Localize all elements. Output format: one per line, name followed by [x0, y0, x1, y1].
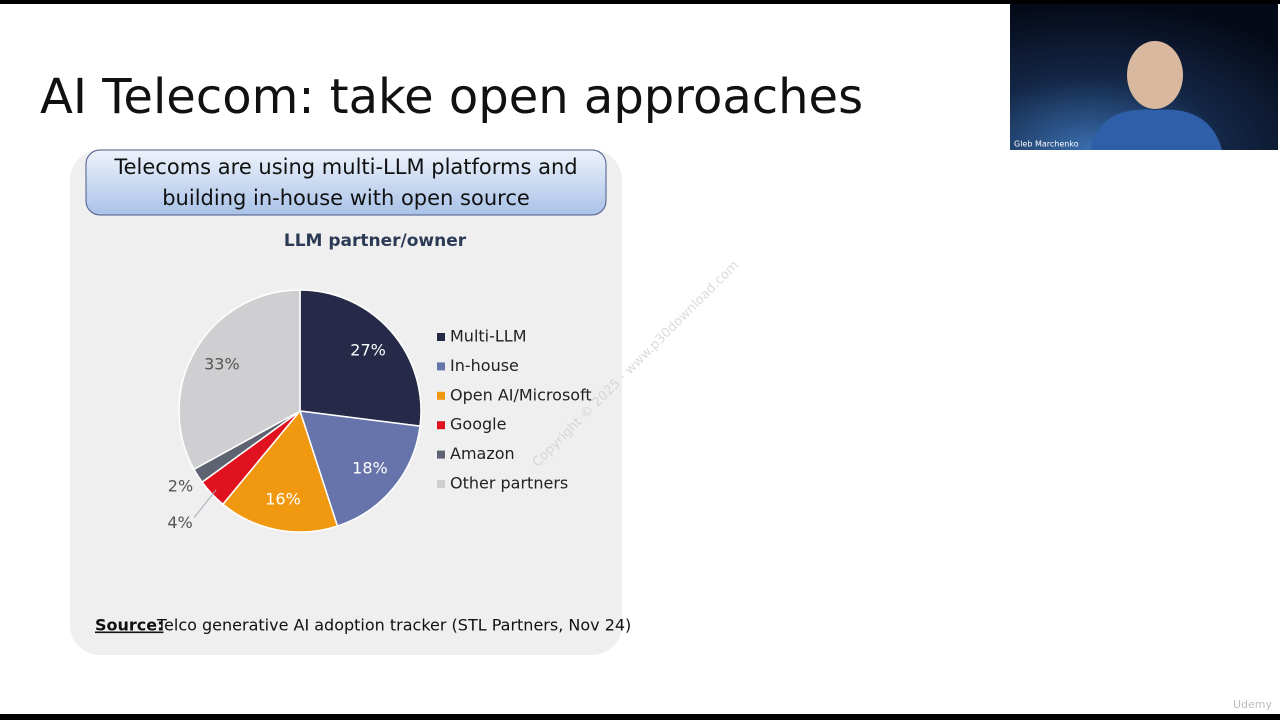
legend-swatch [437, 480, 445, 488]
legend-label: Open AI/Microsoft [450, 385, 592, 404]
legend-label: In-house [450, 356, 519, 375]
data-label: 27% [350, 340, 386, 359]
data-label: 33% [204, 354, 240, 373]
source-label: Source: [95, 616, 164, 635]
legend-label: Other partners [450, 474, 568, 493]
data-label: 18% [352, 458, 388, 477]
top-border [0, 0, 1280, 4]
pie-slice [178, 289, 301, 471]
pie-slice [221, 409, 339, 533]
data-label: 4% [167, 513, 192, 532]
data-label: 16% [265, 490, 301, 509]
source-text: Telco generative AI adoption tracker (ST… [156, 616, 631, 635]
leader-line [193, 489, 217, 518]
slide-title: AI Telecom: take open approaches [40, 69, 863, 125]
presenter-face [1127, 41, 1183, 109]
legend-swatch [437, 333, 445, 341]
legend-swatch [437, 450, 445, 459]
legend-swatch [437, 421, 445, 430]
pie-slice [298, 410, 421, 528]
banner-line: Telecoms are using multi-LLM platforms a… [113, 155, 577, 179]
bottom-border [0, 714, 1280, 720]
presenter-name: Gleb Marchenko [1014, 140, 1079, 149]
legend-label: Multi-LLM [450, 327, 527, 346]
banner-line: building in-house with open source [162, 186, 530, 210]
legend-swatch [437, 391, 445, 400]
chart-title: LLM partner/owner [284, 231, 467, 251]
data-label: 2% [168, 476, 193, 495]
banner [85, 149, 607, 216]
legend-label: Google [450, 415, 506, 434]
legend-swatch [437, 362, 445, 371]
legend-label: Amazon [450, 444, 515, 463]
presenter-jacket [1090, 109, 1222, 150]
pie-slice [299, 289, 422, 428]
logo: Udemy [1233, 698, 1273, 711]
